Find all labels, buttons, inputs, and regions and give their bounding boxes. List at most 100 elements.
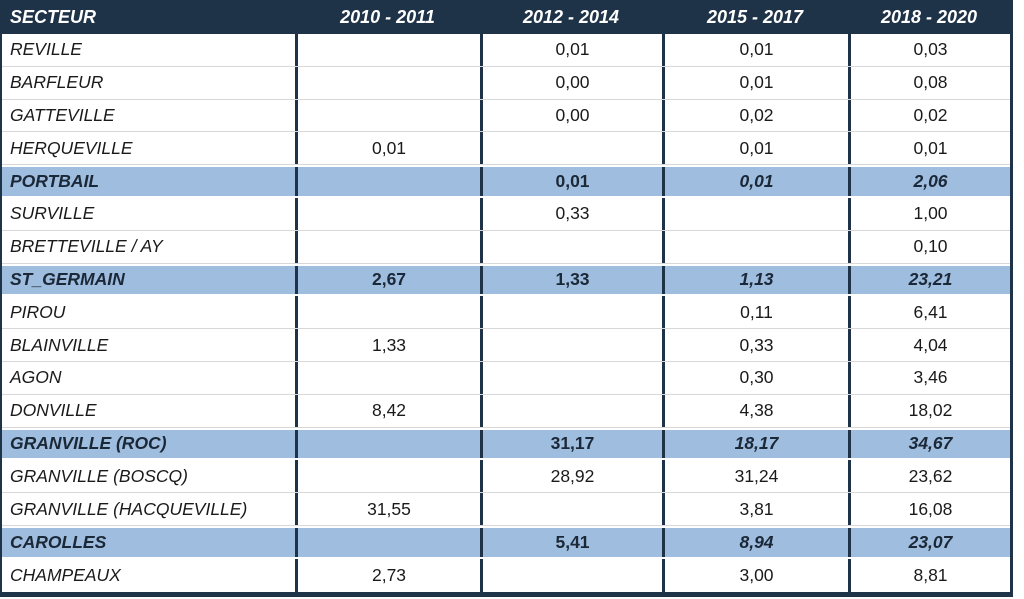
table-row: BARFLEUR 0,00 0,01 0,08	[2, 66, 1010, 100]
value-cell-2010-2011	[295, 230, 480, 263]
table-row: BRETTEVILLE / AY 0,10	[2, 230, 1010, 264]
value-cell-2010-2011	[295, 66, 480, 99]
table-row: PORTBAIL 0,01 0,01 2,06	[2, 165, 1010, 198]
sector-name-cell: GRANVILLE (BOSCQ)	[10, 465, 188, 486]
value-cell-2015-2017: 8,94	[662, 527, 848, 557]
sector-name-cell: REVILLE	[10, 39, 82, 60]
value-cell-2010-2011	[295, 527, 480, 557]
value-cell-2010-2011	[295, 197, 480, 230]
value-cell-2010-2011: 1,33	[295, 329, 480, 361]
value-cell-2018-2020: 16,08	[848, 493, 1010, 525]
value-cell-2015-2017: 0,01	[662, 132, 848, 165]
value-cell-2015-2017: 3,81	[662, 493, 848, 525]
column-header-2015-2017: 2015 - 2017	[706, 6, 804, 27]
value-cell-2010-2011: 31,55	[295, 493, 480, 525]
value-cell-2015-2017: 0,30	[662, 361, 848, 394]
value-cell-2015-2017: 0,01	[662, 167, 848, 196]
column-header-secteur: SECTEUR	[10, 6, 97, 27]
value-cell-2012-2014	[480, 558, 662, 592]
sector-name-cell: GRANVILLE (HACQUEVILLE)	[10, 498, 248, 519]
value-cell-2018-2020: 0,01	[848, 132, 1010, 165]
value-cell-2015-2017: 0,01	[662, 34, 848, 66]
value-cell-2018-2020: 3,46	[848, 361, 1010, 394]
value-cell-2015-2017: 0,01	[662, 66, 848, 99]
value-cell-2018-2020: 34,67	[848, 429, 1010, 459]
value-cell-2012-2014: 5,41	[480, 527, 662, 557]
value-cell-2015-2017: 0,11	[662, 296, 848, 329]
value-cell-2018-2020: 2,06	[848, 167, 1010, 196]
sector-name-cell: GRANVILLE (ROC)	[10, 433, 167, 454]
table-row: BLAINVILLE 1,33 0,33 4,04	[2, 329, 1010, 362]
sector-name-cell: GATTEVILLE	[10, 104, 115, 125]
sector-name-cell: CHAMPEAUX	[10, 564, 121, 585]
table-row: DONVILLE 8,42 4,38 18,02	[2, 394, 1010, 428]
value-cell-2010-2011	[295, 99, 480, 132]
table-row: GRANVILLE (ROC) 31,17 18,17 34,67	[2, 427, 1010, 461]
value-cell-2012-2014: 0,01	[480, 167, 662, 196]
sector-name-cell: PIROU	[10, 301, 66, 322]
value-cell-2010-2011	[295, 460, 480, 493]
sector-name-cell: SURVILLE	[10, 203, 95, 224]
value-cell-2018-2020: 23,21	[848, 265, 1010, 295]
value-cell-2018-2020: 1,00	[848, 197, 1010, 230]
value-cell-2015-2017: 18,17	[662, 429, 848, 459]
value-cell-2010-2011: 8,42	[295, 394, 480, 427]
value-cell-2012-2014	[480, 230, 662, 263]
value-cell-2018-2020: 0,08	[848, 66, 1010, 99]
table-row: SURVILLE 0,33 1,00	[2, 197, 1010, 231]
value-cell-2010-2011	[295, 361, 480, 394]
column-header-2010-2011: 2010 - 2011	[340, 6, 435, 27]
value-cell-2012-2014: 0,33	[480, 197, 662, 230]
value-cell-2012-2014	[480, 394, 662, 427]
table-row: AGON 0,30 3,46	[2, 361, 1010, 395]
value-cell-2018-2020: 23,62	[848, 460, 1010, 493]
table-row: REVILLE 0,01 0,01 0,03	[2, 34, 1010, 67]
sector-name-cell: BRETTEVILLE / AY	[10, 236, 163, 257]
sector-name-cell: BARFLEUR	[10, 72, 104, 93]
value-cell-2018-2020: 0,10	[848, 230, 1010, 263]
value-cell-2015-2017: 1,13	[662, 265, 848, 295]
value-cell-2015-2017: 0,33	[662, 329, 848, 361]
table-row: PIROU 0,11 6,41	[2, 296, 1010, 330]
sector-name-cell: PORTBAIL	[10, 171, 100, 192]
value-cell-2018-2020: 8,81	[848, 558, 1010, 592]
sector-name-cell: CAROLLES	[10, 531, 107, 552]
value-cell-2012-2014: 0,00	[480, 99, 662, 132]
value-cell-2015-2017: 0,02	[662, 99, 848, 132]
value-cell-2018-2020: 0,03	[848, 34, 1010, 66]
value-cell-2018-2020: 23,07	[848, 527, 1010, 557]
value-cell-2012-2014	[480, 493, 662, 525]
table-header-row: SECTEUR 2010 - 2011 2012 - 2014 2015 - 2…	[2, 0, 1010, 34]
sector-name-cell: HERQUEVILLE	[10, 137, 133, 158]
table-row: HERQUEVILLE 0,01 0,01 0,01	[2, 132, 1010, 166]
table-body: REVILLE 0,01 0,01 0,03 BARFLEUR 0,00 0,0…	[2, 34, 1010, 592]
value-cell-2010-2011	[295, 34, 480, 66]
value-cell-2010-2011: 2,67	[295, 265, 480, 295]
value-cell-2010-2011	[295, 167, 480, 196]
value-cell-2010-2011	[295, 296, 480, 329]
value-cell-2018-2020: 6,41	[848, 296, 1010, 329]
value-cell-2015-2017: 31,24	[662, 460, 848, 493]
table-row: GRANVILLE (BOSCQ) 28,92 31,24 23,62	[2, 460, 1010, 494]
sector-name-cell: DONVILLE	[10, 400, 97, 421]
value-cell-2012-2014: 31,17	[480, 429, 662, 459]
value-cell-2018-2020: 4,04	[848, 329, 1010, 361]
column-header-2018-2020: 2018 - 2020	[880, 6, 978, 27]
value-cell-2012-2014: 1,33	[480, 265, 662, 295]
value-cell-2010-2011: 2,73	[295, 558, 480, 592]
value-cell-2010-2011: 0,01	[295, 132, 480, 165]
value-cell-2012-2014: 28,92	[480, 460, 662, 493]
sector-name-cell: AGON	[10, 367, 62, 388]
value-cell-2012-2014	[480, 329, 662, 361]
value-cell-2015-2017	[662, 197, 848, 230]
value-cell-2012-2014: 0,00	[480, 66, 662, 99]
table-row: GATTEVILLE 0,00 0,02 0,02	[2, 99, 1010, 133]
value-cell-2018-2020: 0,02	[848, 99, 1010, 132]
sector-name-cell: ST_GERMAIN	[10, 269, 125, 290]
column-header-2012-2014: 2012 - 2014	[522, 6, 620, 27]
value-cell-2015-2017: 3,00	[662, 558, 848, 592]
table-row: CHAMPEAUX 2,73 3,00 8,81	[2, 558, 1010, 592]
table-row: GRANVILLE (HACQUEVILLE) 31,55 3,81 16,08	[2, 493, 1010, 526]
value-cell-2012-2014: 0,01	[480, 34, 662, 66]
